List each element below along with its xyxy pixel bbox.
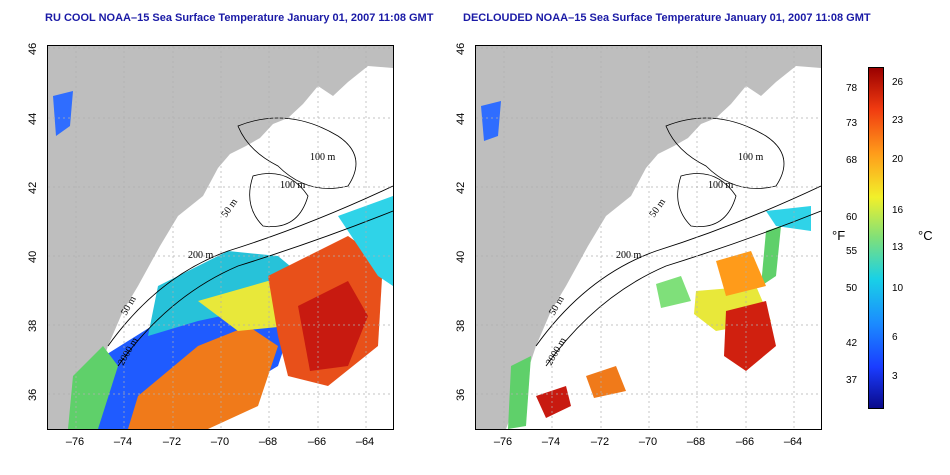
temperature-colorbar [868,67,884,409]
celsius-label: °C [918,228,933,243]
sst-red-core [724,301,776,371]
y-tick-label: 36 [27,389,39,401]
fahrenheit-tick: 37 [846,375,857,386]
fahrenheit-tick: 60 [846,212,857,223]
left-map-title: RU COOL NOAA–15 Sea Surface Temperature … [45,12,433,24]
declouded-sst-map: 100 m 100 m 50 m 200 m 50 m 2000 m [475,45,822,430]
contour-label: 100 m [280,180,306,191]
sst-green-coast [508,356,531,429]
x-tick-label: –76 [494,436,512,448]
x-tick-label: –74 [114,436,132,448]
celsius-tick: 10 [892,283,903,294]
y-tick-label: 42 [27,182,39,194]
fahrenheit-tick: 55 [846,246,857,257]
y-tick-label: 42 [455,182,467,194]
celsius-tick: 16 [892,205,903,216]
x-tick-label: –74 [542,436,560,448]
contour-label: 50 m [647,197,668,220]
sst-orange-speckles [586,366,626,398]
x-tick-label: –66 [736,436,754,448]
fahrenheit-label: °F [832,228,845,243]
x-tick-label: –64 [784,436,802,448]
x-tick-label: –64 [356,436,374,448]
fahrenheit-tick: 68 [846,155,857,166]
contour-label: 2000 m [544,336,569,368]
y-tick-label: 44 [455,113,467,125]
x-tick-label: –68 [687,436,705,448]
sst-red-speckles [536,386,571,418]
sst-cyan-patch [766,206,811,231]
sst-green-blob [656,276,691,308]
celsius-tick: 23 [892,115,903,126]
sst-blue-coast [481,101,501,141]
y-tick-label: 38 [27,320,39,332]
x-tick-label: –76 [66,436,84,448]
contour-label: 100 m [738,152,764,163]
y-tick-label: 46 [455,43,467,55]
fahrenheit-tick: 50 [846,283,857,294]
x-tick-label: –72 [591,436,609,448]
x-tick-label: –70 [639,436,657,448]
y-tick-label: 44 [27,113,39,125]
y-tick-label: 46 [27,43,39,55]
fahrenheit-tick: 73 [846,118,857,129]
celsius-tick: 3 [892,371,898,382]
right-map-title: DECLOUDED NOAA–15 Sea Surface Temperatur… [463,12,871,24]
x-tick-label: –70 [211,436,229,448]
celsius-tick: 26 [892,77,903,88]
fahrenheit-tick: 78 [846,83,857,94]
y-tick-label: 36 [455,389,467,401]
celsius-tick: 20 [892,154,903,165]
contour-label: 200 m [616,250,642,261]
y-tick-label: 40 [27,251,39,263]
fahrenheit-tick: 42 [846,338,857,349]
contour-label: 200 m [188,250,214,261]
contour-label: 100 m [310,152,336,163]
raw-sst-map: 100 m 100 m 50 m 200 m 50 m 2000 m [47,45,394,430]
celsius-tick: 6 [892,332,898,343]
contour-label: 100 m [708,180,734,191]
x-tick-label: –68 [259,436,277,448]
y-tick-label: 38 [455,320,467,332]
celsius-tick: 13 [892,242,903,253]
y-tick-label: 40 [455,251,467,263]
contour-label: 50 m [219,197,240,220]
x-tick-label: –66 [308,436,326,448]
x-tick-label: –72 [163,436,181,448]
